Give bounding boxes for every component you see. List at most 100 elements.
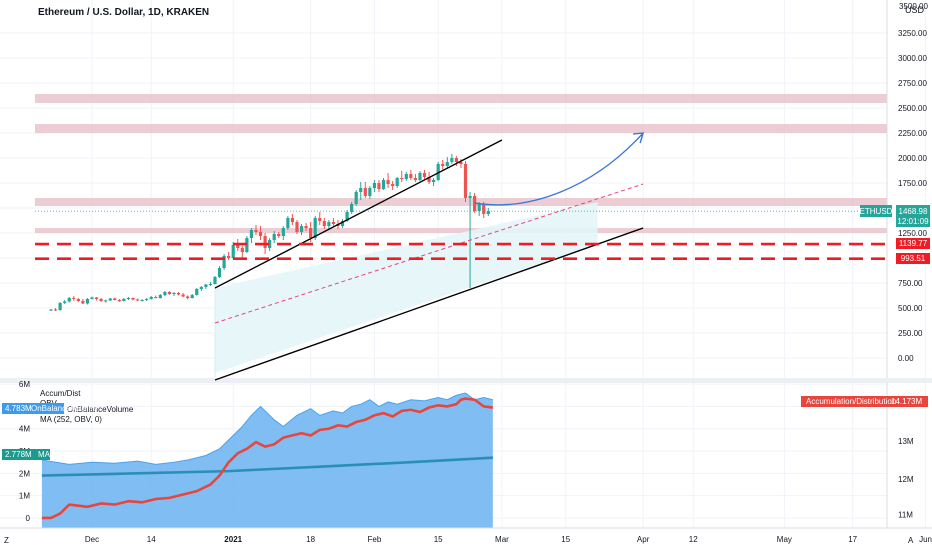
candle-body (53, 309, 58, 311)
time-tick-label: Feb (368, 535, 382, 544)
indicator-left-tick: 2M (19, 469, 30, 478)
candle-body (181, 294, 185, 297)
svg-text:MA: MA (38, 450, 51, 459)
chart-title: Ethereum / U.S. Dollar, 1D, KRAKEN (38, 7, 209, 18)
time-tick-label: 2021 (224, 535, 242, 544)
candle-body (158, 295, 162, 298)
candle-body (413, 178, 418, 180)
candle-body (145, 299, 149, 300)
svg-text:993.51: 993.51 (901, 254, 926, 263)
corner-right-label[interactable]: A (908, 536, 914, 545)
candle-body (313, 218, 317, 238)
indicator-right-tick: 13M (898, 437, 914, 446)
candle-body (404, 174, 408, 179)
candle-body (286, 218, 290, 228)
candle-body (345, 212, 349, 221)
indicator-left-tick: 4M (19, 425, 30, 434)
candle-body (94, 297, 99, 299)
channel-lower-line (214, 227, 644, 381)
candle-body (459, 162, 463, 164)
candle-body (368, 188, 372, 196)
time-tick-label: Jun (919, 535, 932, 544)
price-pane[interactable] (0, 0, 887, 378)
candle-body (240, 248, 244, 252)
resistance-zone (35, 124, 887, 133)
candle-body (195, 289, 199, 295)
candle-body (249, 230, 254, 238)
candle-body (295, 222, 299, 232)
candle-body (281, 228, 285, 236)
candle-body (432, 180, 436, 182)
candle-body (231, 245, 235, 258)
svg-text:12:01:09: 12:01:09 (897, 217, 929, 226)
candle-body (450, 158, 454, 162)
candle-body (135, 299, 140, 301)
price-tick-label: 1750.00 (898, 179, 927, 188)
candle-body (340, 221, 345, 226)
candle-body (99, 299, 103, 301)
candle-body (204, 284, 208, 287)
candle-body (222, 256, 226, 268)
candle-body (199, 287, 203, 289)
price-tick-label: 2250.00 (898, 129, 927, 138)
indicator-left-tick: 6M (19, 380, 30, 389)
candle-body (268, 240, 272, 248)
legend-accum-dist: Accum/Dist (40, 389, 81, 398)
candle-body (90, 297, 94, 299)
svg-text:4.783M: 4.783M (5, 404, 32, 413)
ma-value-badge: 2.778M MA (2, 449, 51, 460)
candle-body (122, 299, 126, 301)
candle-body (104, 300, 108, 302)
candle-body (322, 221, 326, 226)
svg-text:Accumulation/Distribution: Accumulation/Distribution (806, 397, 896, 406)
legend-ma: MA (252, OBV, 0) (40, 415, 102, 424)
candle-body (263, 236, 267, 248)
trend-drawings[interactable] (35, 132, 887, 381)
candle-body (359, 188, 363, 192)
candle-body (391, 184, 395, 186)
candle-body (190, 295, 194, 298)
candle-body (418, 173, 422, 180)
time-tick-label: 12 (689, 535, 698, 544)
pane-separator[interactable] (0, 378, 932, 383)
candle-body (208, 284, 213, 285)
projection-arrow (474, 132, 644, 206)
price-tick-label: 750.00 (898, 279, 923, 288)
candle-body (67, 298, 71, 302)
candle-body (117, 300, 121, 301)
price-tick-label: 0.00 (898, 354, 914, 363)
currency-label: USD (905, 5, 925, 15)
candle-body (126, 298, 131, 299)
price-tick-label: 500.00 (898, 304, 923, 313)
candle-body (217, 268, 222, 277)
svg-text:ETHUSD: ETHUSD (860, 207, 893, 216)
candle-body (254, 230, 258, 232)
candle-body (108, 298, 112, 301)
candle-body (149, 297, 153, 299)
candle-body (236, 245, 240, 248)
time-tick-label: 17 (848, 535, 857, 544)
candle-body (163, 292, 167, 295)
svg-text:2.778M: 2.778M (5, 450, 32, 459)
price-tick-label: 250.00 (898, 329, 923, 338)
candle-body (463, 164, 468, 198)
time-tick-label: 18 (306, 535, 315, 544)
candle-body (227, 256, 231, 258)
candle-body (409, 174, 413, 178)
time-axis[interactable]: Dec 14 2021 18 Feb 15 Mar 15 Apr 12 May 17 Jun (85, 535, 932, 544)
candle-body (482, 204, 486, 214)
corner-left-label[interactable]: Z (4, 536, 9, 545)
obv-line (41, 392, 493, 465)
price-tick-top-partial: 3500.00 (899, 2, 928, 11)
candle-body (76, 299, 80, 301)
candle-body (172, 293, 176, 294)
candle-body (331, 222, 336, 224)
price-axis[interactable]: 3250.00 3000.00 2750.00 2500.00 2250.00 2000.… (898, 29, 927, 363)
time-tick-label: May (777, 535, 792, 544)
candle-body (290, 218, 295, 222)
resistance-zones[interactable] (35, 94, 887, 233)
last-price-badge: 1468.98 12:01:09 (896, 205, 930, 227)
indicator-left-tick: 1M (19, 492, 30, 501)
time-tick-label: 15 (434, 535, 443, 544)
time-tick-label: Apr (637, 535, 650, 544)
